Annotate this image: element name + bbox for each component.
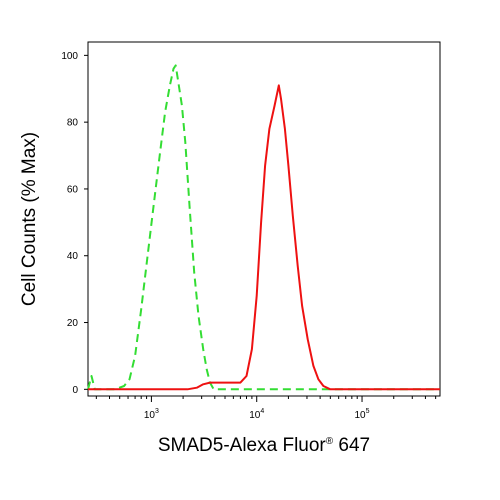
series-layer — [87, 64, 440, 391]
x-axis-ticks: 103 104 105 — [95, 396, 437, 421]
x-tick-label: 104 — [249, 408, 264, 421]
x-axis-title: SMAD5-Alexa Fluor® 647 — [158, 435, 370, 456]
y-tick-label: 100 — [61, 51, 78, 62]
x-tick-label: 103 — [144, 408, 159, 421]
x-tick-label: 105 — [355, 408, 370, 421]
x-axis-title-suffix: 647 — [333, 435, 370, 456]
y-tick-label: 0 — [72, 385, 78, 396]
y-tick-label: 60 — [67, 184, 79, 195]
plot-frame — [87, 41, 441, 397]
y-axis-ticks: 0 20 40 60 80 100 — [61, 51, 88, 396]
x-axis-title-main: SMAD5-Alexa Fluor — [158, 435, 327, 456]
y-tick-label: 80 — [67, 118, 79, 129]
y-tick-label: 20 — [67, 318, 79, 329]
y-axis-title: Cell Counts (% Max) — [19, 132, 40, 306]
registered-mark: ® — [326, 436, 334, 447]
solid-histogram-line — [88, 84, 440, 391]
dashed-histogram-line — [87, 64, 440, 391]
y-tick-label: 40 — [67, 251, 79, 262]
